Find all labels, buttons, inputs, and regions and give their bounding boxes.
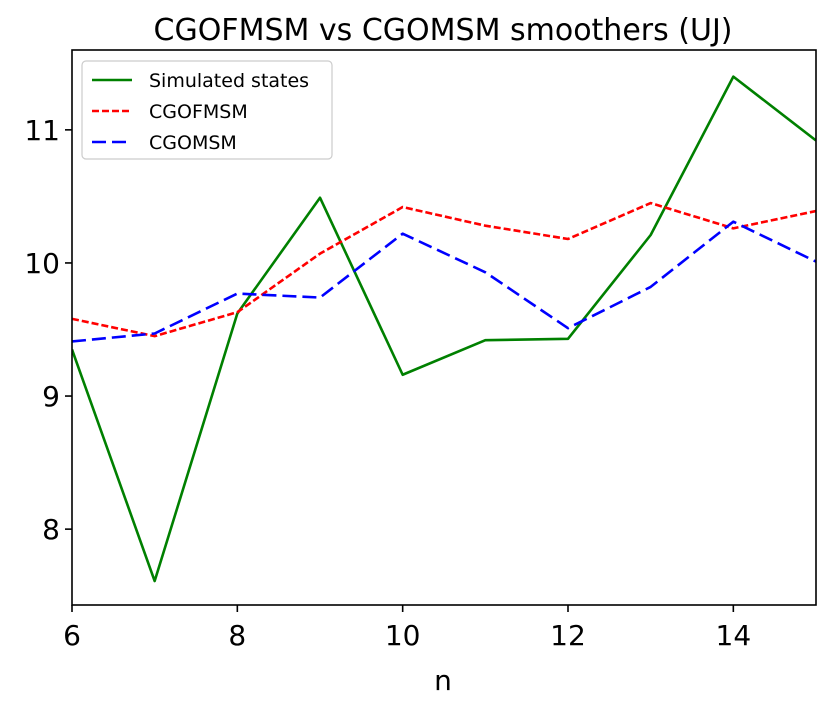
x-axis-ticks: 6 8 10 12 14 xyxy=(63,605,751,652)
y-tick-label: 8 xyxy=(42,513,60,546)
series-line-3 xyxy=(72,220,816,343)
x-tick-label: 6 xyxy=(63,619,81,652)
x-tick-label: 8 xyxy=(228,619,246,652)
legend: Simulated states CGOFMSM CGOMSM xyxy=(81,60,333,160)
x-tick-label: 14 xyxy=(716,619,752,652)
y-tick-label: 11 xyxy=(24,114,60,147)
plot-lines xyxy=(72,75,816,583)
x-tick-label: 12 xyxy=(550,619,586,652)
x-axis-label: n xyxy=(434,664,452,697)
y-tick-label: 10 xyxy=(24,247,60,280)
legend-label-1: Simulated states xyxy=(149,70,309,92)
legend-label-2: CGOFMSM xyxy=(149,101,248,123)
y-axis-ticks: 8 9 10 11 xyxy=(24,114,72,546)
chart-title: CGOFMSM vs CGOMSM smoothers (UJ) xyxy=(154,13,733,48)
x-tick-label: 10 xyxy=(385,619,421,652)
series-line-1 xyxy=(72,75,816,583)
plot-frame xyxy=(71,49,817,606)
y-tick-label: 9 xyxy=(42,380,60,413)
legend-box xyxy=(81,60,333,160)
series-line-2 xyxy=(72,201,816,338)
legend-label-3: CGOMSM xyxy=(149,132,237,154)
